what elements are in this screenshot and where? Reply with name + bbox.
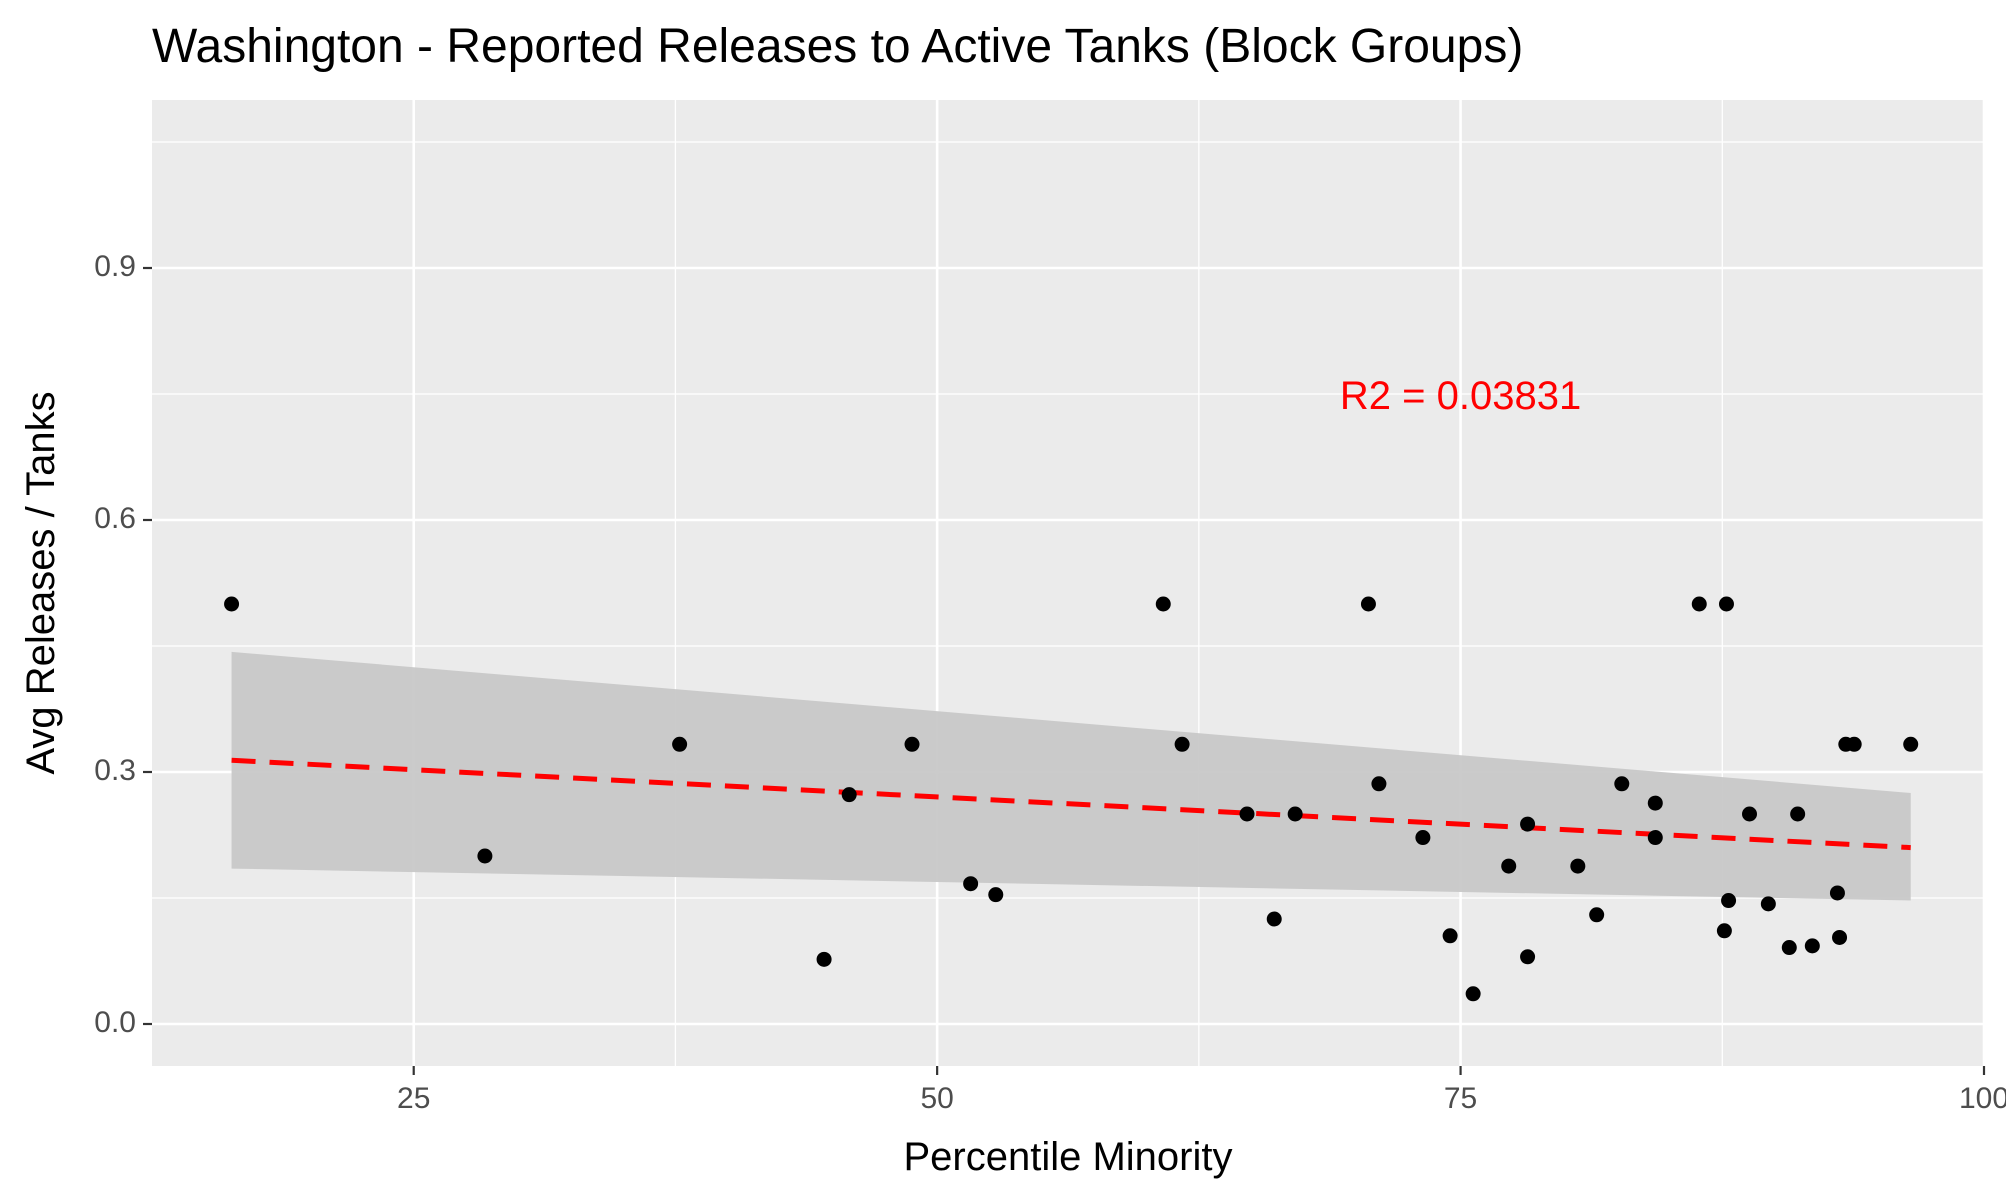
annotation-layer: R2 = 0.03831 bbox=[1340, 374, 1581, 418]
data-point bbox=[1829, 885, 1845, 901]
data-point bbox=[904, 736, 920, 752]
x-axis: 25 50 75 100 bbox=[397, 1066, 2006, 1115]
data-point bbox=[963, 876, 979, 892]
data-point bbox=[1266, 911, 1282, 927]
chart-title: Washington - Reported Releases to Active… bbox=[152, 20, 1523, 73]
data-point bbox=[1174, 736, 1190, 752]
data-point bbox=[1647, 830, 1663, 846]
data-point bbox=[988, 887, 1004, 903]
y-tick-label: 0.0 bbox=[94, 1006, 136, 1039]
y-tick-label: 0.3 bbox=[94, 754, 136, 787]
data-point bbox=[1360, 596, 1376, 612]
trend-line bbox=[231, 757, 1911, 851]
x-tick-label: 25 bbox=[397, 1082, 430, 1115]
x-axis-title: Percentile Minority bbox=[903, 1135, 1232, 1179]
data-point bbox=[1742, 806, 1758, 822]
data-points bbox=[224, 596, 1919, 1002]
confidence-band bbox=[231, 651, 1911, 901]
data-point bbox=[816, 951, 832, 967]
data-point bbox=[1589, 907, 1605, 923]
data-point bbox=[1614, 776, 1630, 792]
data-point bbox=[1804, 938, 1820, 954]
data-point bbox=[1415, 830, 1431, 846]
data-point bbox=[1501, 858, 1517, 874]
x-tick-label: 75 bbox=[1444, 1082, 1477, 1115]
data-point bbox=[1239, 806, 1255, 822]
data-point bbox=[1832, 929, 1848, 945]
data-point bbox=[1691, 596, 1707, 612]
x-tick-label: 100 bbox=[1959, 1082, 2006, 1115]
y-tick-label: 0.9 bbox=[94, 250, 136, 283]
data-point bbox=[1846, 736, 1862, 752]
data-point bbox=[1790, 806, 1806, 822]
data-point bbox=[1721, 893, 1737, 909]
y-axis-title: Avg Releases / Tanks bbox=[19, 391, 63, 774]
data-point bbox=[672, 736, 688, 752]
plot-panel bbox=[152, 100, 1984, 1066]
data-point bbox=[1647, 795, 1663, 811]
data-point bbox=[1520, 949, 1536, 965]
data-point bbox=[1570, 858, 1586, 874]
data-point bbox=[1781, 940, 1797, 956]
minor-gridlines bbox=[152, 100, 1984, 1066]
data-point bbox=[477, 848, 493, 864]
data-point bbox=[1520, 816, 1536, 832]
data-point bbox=[1716, 923, 1732, 939]
data-point bbox=[1155, 596, 1171, 612]
data-point bbox=[1287, 806, 1303, 822]
data-point bbox=[1903, 736, 1919, 752]
r2-annotation: R2 = 0.03831 bbox=[1340, 374, 1581, 418]
trend-line-layer bbox=[231, 757, 1911, 851]
data-point bbox=[1465, 986, 1481, 1002]
data-point bbox=[1442, 928, 1458, 944]
y-tick-label: 0.6 bbox=[94, 502, 136, 535]
data-point bbox=[1371, 776, 1387, 792]
confidence-band-layer bbox=[231, 651, 1911, 901]
data-point bbox=[1760, 896, 1776, 912]
data-point bbox=[224, 596, 240, 612]
data-point bbox=[841, 787, 857, 803]
y-axis: 0.0 0.3 0.6 0.9 bbox=[94, 250, 152, 1039]
x-tick-label: 50 bbox=[920, 1082, 953, 1115]
data-point bbox=[1718, 596, 1734, 612]
